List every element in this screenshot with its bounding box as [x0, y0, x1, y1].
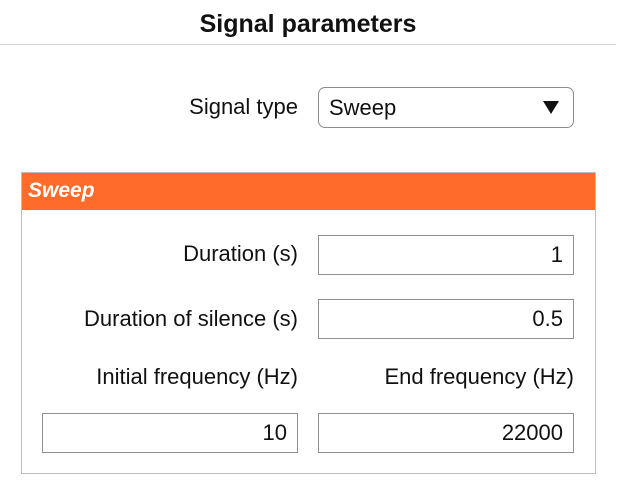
duration-input[interactable]: 1 [318, 235, 574, 275]
end-frequency-value: 22000 [501, 420, 563, 445]
panel-header: Sweep [22, 173, 595, 210]
panel-title: Sweep [28, 179, 95, 202]
page-title: Signal parameters [199, 10, 417, 38]
duration-value: 1 [550, 242, 563, 267]
triangle-down-icon [543, 101, 559, 114]
initial-frequency-value: 10 [262, 420, 287, 445]
duration-label: Duration (s) [183, 241, 298, 266]
initial-frequency-input[interactable]: 10 [42, 413, 298, 453]
signal-type-label: Signal type [189, 94, 298, 119]
title-divider [0, 44, 616, 45]
initial-frequency-label: Initial frequency (Hz) [96, 364, 298, 389]
silence-duration-label: Duration of silence (s) [84, 306, 298, 331]
silence-duration-input[interactable]: 0.5 [318, 299, 574, 339]
end-frequency-label: End frequency (Hz) [384, 364, 574, 389]
end-frequency-input[interactable]: 22000 [318, 413, 574, 453]
signal-type-selected-value: Sweep [329, 95, 397, 120]
signal-type-dropdown[interactable]: Sweep [318, 87, 574, 128]
silence-duration-value: 0.5 [532, 306, 563, 331]
